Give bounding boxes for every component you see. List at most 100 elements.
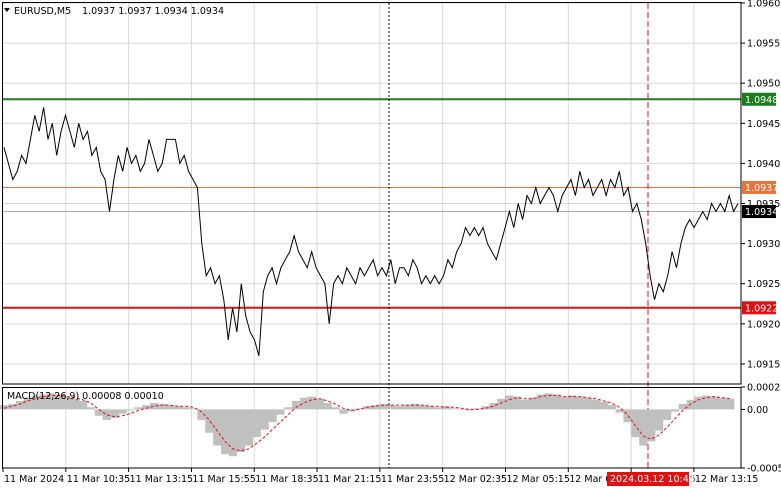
macd-signal-line bbox=[3, 395, 731, 452]
x-tick-label: 12 Mar 05:15 bbox=[506, 474, 569, 485]
macd-histogram-bar bbox=[213, 409, 222, 446]
macd-histogram-bar bbox=[299, 397, 309, 410]
macd-histogram-bar bbox=[292, 400, 301, 410]
macd-histogram-bar bbox=[434, 407, 443, 410]
macd-y-tick-label: -0.00055 bbox=[747, 464, 781, 475]
pivot-price-label: 1.0937 bbox=[745, 183, 778, 194]
macd-histogram-bar bbox=[110, 409, 119, 418]
x-tick-label: 11 Mar 2024 bbox=[4, 474, 64, 485]
macd-histogram-bar bbox=[63, 396, 72, 410]
macd-histogram-bar bbox=[236, 409, 246, 453]
y-tick-label: 1.0925 bbox=[747, 279, 780, 290]
macd-histogram-bar bbox=[726, 398, 735, 410]
macd-histogram-bar bbox=[228, 409, 238, 457]
pivot-price-tag bbox=[742, 180, 776, 194]
x-tick-label: 11 Mar 13:15 bbox=[130, 474, 193, 485]
macd-histogram-bar bbox=[457, 409, 467, 410]
macd-histogram-bar bbox=[576, 396, 585, 410]
macd-histogram-bar bbox=[678, 404, 687, 410]
macd-histogram-bar bbox=[465, 409, 474, 411]
macd-histogram-bar bbox=[631, 409, 640, 438]
macd-histogram-bar bbox=[142, 405, 151, 410]
macd-histogram-bar bbox=[568, 395, 577, 410]
macd-histogram-bar bbox=[276, 409, 285, 415]
macd-histogram-bar bbox=[599, 401, 609, 410]
macd-histogram-bar bbox=[118, 409, 127, 414]
macd-histogram-bar bbox=[584, 397, 593, 410]
macd-histogram-bar bbox=[473, 408, 482, 410]
macd-histogram-bar bbox=[418, 405, 427, 410]
macd-histogram-bar bbox=[86, 407, 96, 410]
macd-histogram-bar bbox=[47, 393, 56, 410]
macd-histogram-bar bbox=[710, 396, 719, 410]
macd-histogram-bar bbox=[591, 399, 601, 410]
y-tick-label: 1.0930 bbox=[747, 239, 780, 250]
macd-histogram-bar bbox=[623, 409, 632, 423]
y-tick-label: 1.0945 bbox=[747, 119, 780, 130]
time-highlight-label: 2024.03.12 10:45 bbox=[610, 474, 695, 485]
price-panel-frame bbox=[2, 2, 742, 385]
support-price-tag bbox=[742, 301, 776, 315]
macd-histogram-bar bbox=[252, 409, 261, 438]
macd-histogram-bar bbox=[0, 405, 9, 410]
symbol-label: EURUSD,M5 bbox=[14, 6, 71, 17]
macd-histogram-bar bbox=[694, 396, 703, 410]
resistance-price-label: 1.0948 bbox=[745, 95, 778, 106]
price-line bbox=[3, 107, 739, 357]
macd-histogram-bar bbox=[23, 397, 33, 410]
x-tick-label: 12 Mar 07:55 bbox=[569, 474, 632, 485]
macd-histogram-bar bbox=[607, 405, 616, 410]
x-tick-label: 11 Mar 23:55 bbox=[381, 474, 444, 485]
macd-histogram-bar bbox=[363, 406, 372, 410]
macd-histogram-bar bbox=[244, 409, 253, 446]
macd-histogram-bar bbox=[520, 399, 530, 410]
macd-histogram-bar bbox=[394, 406, 403, 410]
macd-label: MACD(12,26,9) 0.00008 0.00010 bbox=[7, 391, 164, 402]
time-markers bbox=[388, 3, 649, 468]
macd-histogram-bar bbox=[662, 409, 672, 421]
macd-histogram-bar bbox=[497, 398, 506, 410]
macd-histogram-bar bbox=[165, 405, 175, 410]
macd-histogram-bar bbox=[181, 407, 190, 410]
macd-histogram-bar bbox=[126, 409, 135, 411]
macd-histogram-bar bbox=[315, 398, 324, 410]
frame bbox=[2, 2, 742, 469]
macd-histogram-bar bbox=[686, 399, 695, 410]
macd-histogram-bar bbox=[323, 402, 332, 410]
macd-histogram-bar bbox=[505, 395, 514, 410]
macd-histogram-bar bbox=[410, 404, 419, 410]
macd-histogram-bar bbox=[331, 407, 340, 410]
support-price-label: 1.0922 bbox=[745, 303, 778, 314]
macd-histogram-bar bbox=[386, 405, 396, 410]
macd-histogram-bar bbox=[157, 404, 167, 410]
ohlc-readout: 1.0937 1.0937 1.0934 1.0934 bbox=[82, 6, 224, 17]
macd-histogram-bar bbox=[670, 409, 680, 412]
macd-histogram-bar bbox=[260, 409, 269, 430]
macd-histogram-bar bbox=[173, 406, 182, 410]
macd-histogram-bar bbox=[378, 404, 388, 410]
y-tick-label: 1.0940 bbox=[747, 159, 780, 170]
macd-histogram-bar bbox=[7, 404, 17, 410]
x-tick-label: 12 Mar 13:15 bbox=[695, 474, 758, 485]
macd-histogram-bar bbox=[655, 409, 664, 431]
dropdown-triangle-icon[interactable] bbox=[4, 8, 10, 12]
macd-histogram-bar bbox=[402, 405, 411, 410]
y-tick-label: 1.0950 bbox=[747, 79, 780, 90]
macd-histogram-bar bbox=[339, 409, 348, 414]
macd-histogram-bar bbox=[15, 400, 25, 410]
macd-histogram-bar bbox=[544, 393, 553, 410]
macd-y-tick-label: 0.00021 bbox=[747, 383, 781, 394]
macd-histogram-bar bbox=[39, 394, 48, 410]
macd-histogram-bar bbox=[197, 409, 206, 421]
x-tick-label: 11 Mar 21:15 bbox=[318, 474, 381, 485]
macd-histogram-bar bbox=[149, 402, 159, 410]
macd-histogram-bar bbox=[268, 409, 277, 423]
macd-histogram-bar bbox=[426, 406, 435, 410]
macd-histogram-bar bbox=[552, 394, 561, 410]
y-tick-label: 1.0955 bbox=[747, 39, 780, 50]
current-price-tag bbox=[742, 205, 776, 219]
macd-histogram-bar bbox=[284, 407, 293, 410]
macd-histogram-bar bbox=[702, 395, 711, 410]
